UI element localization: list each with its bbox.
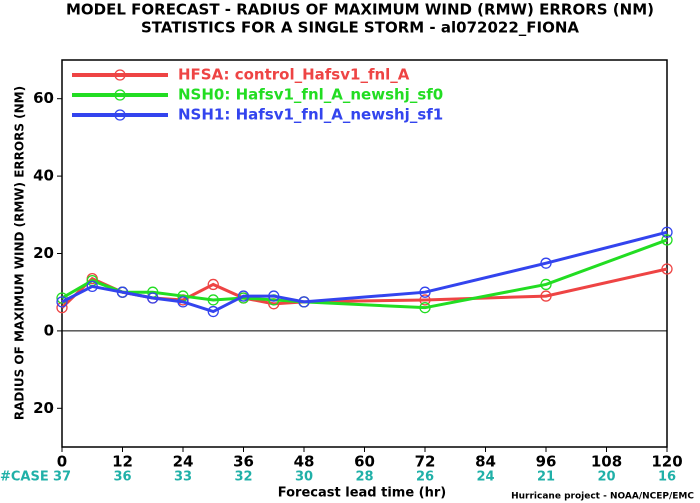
- point: [177, 296, 189, 308]
- point: [661, 263, 673, 275]
- point: [56, 296, 68, 308]
- case-count: 36: [113, 470, 131, 485]
- legend-label: NSH0: Hafsv1_fnl_A_newshj_sf0: [178, 86, 443, 104]
- point: [661, 234, 673, 246]
- x-tick-label: 48: [294, 453, 315, 471]
- point: [237, 290, 250, 302]
- x-axis-label: Forecast lead time (hr): [278, 486, 446, 501]
- x-tick-label: 120: [651, 453, 682, 471]
- y-tick-label: 20: [33, 399, 54, 417]
- y-tick-label: 60: [33, 89, 54, 107]
- case-count: 24: [476, 470, 494, 485]
- y-tick-label: 0: [44, 321, 54, 339]
- credit: Hurricane project - NOAA/NCEP/EMC: [511, 492, 694, 502]
- point: [147, 292, 159, 304]
- point: [268, 290, 280, 302]
- x-tick-label: 24: [173, 453, 194, 471]
- case-count: 30: [295, 470, 313, 485]
- x-tick-label: 60: [354, 453, 375, 471]
- x-tick-label: 12: [112, 453, 133, 471]
- point: [661, 226, 673, 238]
- point: [540, 278, 552, 291]
- case-label: #CASE: [0, 470, 49, 485]
- point: [207, 305, 219, 318]
- x-tick-label: 96: [536, 453, 557, 471]
- case-count: 33: [174, 470, 192, 485]
- chart-title: MODEL FORECAST - RADIUS OF MAXIMUM WIND …: [66, 1, 654, 19]
- y-axis-label: RADIUS OF MAXIMUM WIND (RMW) ERRORS (NM): [13, 86, 27, 420]
- case-count: 26: [416, 470, 434, 485]
- x-tick-label: 72: [415, 453, 436, 471]
- legend-marker: [114, 69, 126, 81]
- legend-label: HFSA: control_Hafsv1_fnl_A: [178, 66, 410, 84]
- point: [298, 296, 310, 308]
- case-count: 28: [355, 470, 373, 485]
- chart-subtitle: STATISTICS FOR A SINGLE STORM - al072022…: [141, 19, 579, 37]
- point: [419, 286, 431, 298]
- case-count: 16: [658, 470, 676, 485]
- x-tick-label: 108: [591, 453, 622, 471]
- x-tick-label: 36: [233, 453, 254, 471]
- point: [540, 257, 552, 269]
- point: [419, 294, 431, 306]
- legend-marker: [114, 89, 126, 101]
- point: [207, 278, 219, 291]
- legend-label: NSH1: Hafsv1_fnl_A_newshj_sf1: [178, 106, 443, 124]
- case-count: 37: [53, 470, 71, 485]
- legend-marker: [114, 109, 126, 121]
- case-count: 20: [597, 470, 615, 485]
- point: [419, 302, 431, 314]
- point: [207, 294, 219, 306]
- case-count: 21: [537, 470, 555, 485]
- point: [540, 290, 552, 302]
- case-count: 32: [234, 470, 252, 485]
- x-tick-label: 0: [57, 453, 67, 471]
- y-tick-label: 40: [33, 167, 54, 185]
- x-tick-label: 84: [475, 453, 496, 471]
- point: [116, 286, 129, 298]
- y-tick-label: 20: [33, 244, 54, 262]
- point: [86, 280, 98, 293]
